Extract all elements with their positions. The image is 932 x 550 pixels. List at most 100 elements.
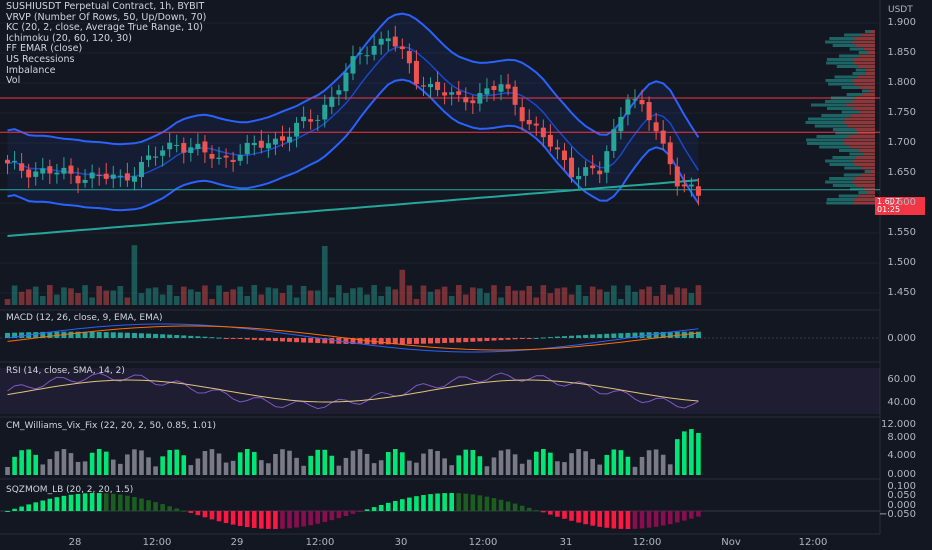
vix-bar bbox=[400, 452, 405, 475]
vrvp-row-down bbox=[853, 107, 875, 110]
volume-bar bbox=[688, 293, 695, 305]
legend-vol[interactable]: Vol bbox=[6, 75, 21, 87]
sqz-bar bbox=[5, 511, 10, 512]
macd-histogram-bar bbox=[209, 337, 215, 339]
price-axis-tick: 1.850 bbox=[887, 47, 916, 58]
candle-body bbox=[315, 119, 321, 121]
volume-bar bbox=[336, 285, 342, 305]
candle-body bbox=[54, 172, 60, 175]
candle-body bbox=[181, 142, 187, 153]
candle bbox=[632, 89, 638, 109]
candle-body bbox=[463, 97, 469, 103]
volume-bar bbox=[159, 294, 166, 305]
candle bbox=[329, 86, 335, 115]
macd-histogram-bar bbox=[392, 338, 398, 345]
macd-histogram-bar bbox=[223, 338, 229, 339]
candle-body bbox=[491, 85, 497, 91]
candle bbox=[576, 167, 582, 189]
vix-bar bbox=[491, 457, 497, 475]
vix-bar bbox=[392, 449, 398, 475]
legend-ichimoku[interactable]: Ichimoku (20, 60, 120, 30) bbox=[6, 32, 132, 44]
candle bbox=[597, 161, 603, 184]
macd-histogram-bar bbox=[244, 338, 250, 340]
vrvp-row-up bbox=[825, 180, 853, 184]
candle bbox=[308, 109, 314, 130]
legend-vrvp[interactable]: VRVP (Number Of Rows, 50, Up/Down, 70) bbox=[6, 11, 207, 23]
volume-bar bbox=[166, 285, 173, 305]
candle bbox=[526, 109, 532, 131]
macd-histogram-bar bbox=[301, 338, 307, 343]
volume-bar bbox=[314, 290, 321, 305]
macd-histogram-bar bbox=[632, 332, 638, 338]
rsi-pane-label[interactable]: RSI (14, close, SMA, 14, 2) bbox=[6, 366, 125, 376]
candle-body bbox=[540, 127, 546, 138]
legend-kc[interactable]: KC (20, 2, close, Average True Range, 10… bbox=[6, 22, 203, 34]
sqz-bar bbox=[428, 494, 433, 511]
candle bbox=[456, 80, 462, 102]
legend-ff-emar[interactable]: FF EMAR (close) bbox=[6, 43, 83, 55]
sqz-pane-label[interactable]: SQZMOM_LB (20, 2, 20, 1.5) bbox=[6, 485, 134, 495]
volume-bar bbox=[639, 289, 645, 305]
legend-imbalance[interactable]: Imbalance bbox=[6, 64, 56, 76]
legend-us-recessions[interactable]: US Recessions bbox=[6, 53, 75, 65]
candle bbox=[89, 164, 95, 189]
sqz-bar bbox=[343, 511, 349, 517]
macd-histogram-bar bbox=[618, 333, 624, 338]
candle bbox=[371, 35, 377, 61]
vrvp-row-down bbox=[849, 145, 875, 149]
candle bbox=[230, 151, 236, 172]
vix-bar bbox=[343, 457, 349, 475]
vrvp-row-down bbox=[853, 82, 875, 86]
vix-pane-label[interactable]: CM_Williams_Vix_Fix (22, 20, 2, 50, 0.85… bbox=[6, 421, 217, 431]
vrvp-row-down bbox=[853, 198, 875, 201]
candle-body bbox=[399, 46, 405, 50]
vix-bar bbox=[336, 465, 342, 475]
sqz-bar bbox=[216, 511, 222, 522]
vrvp-row-down bbox=[846, 103, 875, 107]
macd-histogram-bar bbox=[96, 331, 102, 338]
candle bbox=[484, 78, 490, 102]
candle bbox=[646, 96, 652, 131]
sqz-bar bbox=[639, 511, 645, 529]
volume-bar bbox=[110, 290, 117, 305]
vrvp-row-down bbox=[854, 37, 875, 40]
macd-pane-label[interactable]: MACD (12, 26, close, 9, EMA, EMA) bbox=[6, 313, 163, 323]
candle-body bbox=[378, 38, 384, 45]
macd-histogram-bar bbox=[512, 338, 518, 340]
macd-histogram-bar bbox=[68, 331, 74, 338]
macd-histogram-bar bbox=[625, 332, 631, 338]
candle bbox=[385, 30, 391, 51]
macd-histogram-bar bbox=[12, 332, 18, 338]
volume-bar bbox=[420, 285, 427, 305]
vix-bar bbox=[202, 451, 208, 475]
vrvp-row-up bbox=[838, 54, 859, 58]
sqz-bar bbox=[259, 511, 264, 529]
sqz-bar bbox=[576, 511, 581, 523]
vix-bar bbox=[357, 449, 363, 475]
sqz-bar bbox=[350, 511, 356, 514]
sqz-bar bbox=[202, 511, 208, 518]
vix-bar bbox=[167, 450, 172, 475]
candle bbox=[442, 83, 448, 105]
macd-histogram-bar bbox=[287, 338, 293, 342]
sqz-bar bbox=[26, 504, 31, 511]
volume-bar bbox=[695, 285, 702, 305]
candle bbox=[75, 167, 81, 194]
volume-bar bbox=[455, 285, 462, 305]
candle-body bbox=[61, 167, 67, 174]
vix-bar bbox=[407, 460, 412, 475]
macd-histogram-bar bbox=[526, 338, 532, 339]
candle-body bbox=[435, 81, 441, 91]
sqz-bar bbox=[632, 511, 638, 529]
candle-body bbox=[526, 120, 532, 125]
time-axis-tick: 30 bbox=[394, 537, 408, 548]
sqz-bar bbox=[385, 502, 391, 511]
vrvp-row-up bbox=[834, 75, 857, 79]
volume-bar bbox=[526, 286, 533, 305]
macd-histogram-bar bbox=[33, 332, 39, 338]
volume-bar bbox=[272, 288, 279, 305]
candle bbox=[61, 157, 67, 180]
sqz-bar bbox=[378, 504, 384, 511]
vix-bar bbox=[195, 458, 201, 475]
